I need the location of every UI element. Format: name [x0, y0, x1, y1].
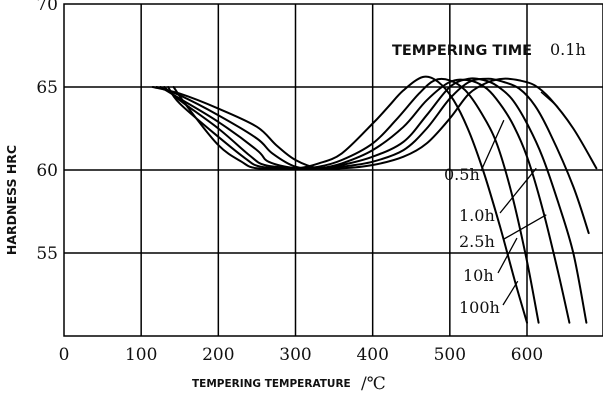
label-leaders	[480, 91, 559, 306]
series-label-1-0h: 1.0h	[459, 206, 495, 225]
x-tick-label: 400	[356, 345, 388, 365]
leader-line-0-1h	[540, 91, 559, 108]
legend-title: TEMPERING TIME	[392, 43, 532, 59]
series-curve-100h	[172, 75, 528, 324]
series-curve-2-5h	[163, 78, 571, 324]
x-axis-label: TEMPERING TEMPERATURE	[192, 378, 351, 390]
series-label-0-5h: 0.5h	[444, 165, 480, 184]
x-tick-label: 0	[59, 345, 70, 365]
series-label-10h: 10h	[463, 266, 494, 285]
leader-line-2-5h	[503, 214, 547, 240]
series-curve-1-0h	[159, 77, 588, 324]
y-axis-label: HARDNESS HRC	[4, 145, 19, 255]
x-axis-unit: /℃	[361, 374, 386, 394]
leader-line-0-5h	[480, 119, 505, 172]
y-tick-labels: 70 65 60 55	[36, 0, 58, 264]
series-label-100h: 100h	[459, 298, 500, 317]
series-curve-10h	[167, 77, 540, 324]
series-curves	[151, 75, 598, 324]
x-tick-label: 600	[511, 345, 543, 365]
x-tick-label: 100	[125, 345, 157, 365]
x-tick-labels: 0 100 200 300 400 500 600	[59, 345, 544, 365]
x-tick-label: 200	[202, 345, 234, 365]
y-tick-label: 70	[36, 0, 58, 15]
series-labels: 0.1h 0.5h 1.0h 2.5h 10h 100h	[444, 40, 586, 317]
leader-line-100h	[502, 280, 519, 306]
y-tick-label: 65	[36, 78, 58, 98]
plot-grid	[63, 3, 603, 337]
series-curve-0-5h	[155, 77, 590, 235]
x-tick-label: 500	[434, 345, 466, 365]
series-label-0-1h: 0.1h	[550, 40, 586, 59]
series-label-2-5h: 2.5h	[459, 232, 495, 251]
y-tick-label: 55	[36, 244, 58, 264]
x-tick-label: 300	[279, 345, 311, 365]
series-curve-0-1h	[151, 77, 598, 171]
leader-line-10h	[497, 237, 518, 274]
y-tick-label: 60	[36, 161, 58, 181]
leader-line-1-0h	[499, 167, 537, 214]
